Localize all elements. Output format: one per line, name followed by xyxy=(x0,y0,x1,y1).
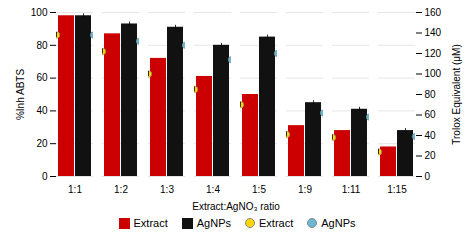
svg-text:1:11: 1:11 xyxy=(342,184,361,195)
svg-text:120: 120 xyxy=(425,48,442,59)
svg-text:140: 140 xyxy=(425,27,442,38)
html-text:AgNPs: AgNPs xyxy=(196,217,231,229)
svg-text:100: 100 xyxy=(425,68,442,79)
svg-text:1:3: 1:3 xyxy=(160,184,174,195)
html-text:AgNPs: AgNPs xyxy=(321,217,356,229)
svg-text:Extract:AgNO₃ ratio: Extract:AgNO₃ ratio xyxy=(192,201,280,212)
svg-text:80: 80 xyxy=(425,89,437,100)
svg-text:40: 40 xyxy=(36,105,48,116)
svg-text:Trolox Equivalent (μM): Trolox Equivalent (μM) xyxy=(451,44,462,144)
svg-text:%Inh ABTS: %Inh ABTS xyxy=(15,69,26,120)
svg-text:60: 60 xyxy=(36,72,48,83)
svg-text:1:1: 1:1 xyxy=(68,184,82,195)
svg-text:0: 0 xyxy=(42,171,48,182)
html-text:Extract: Extract xyxy=(259,217,294,229)
svg-text:60: 60 xyxy=(425,109,437,120)
svg-text:1:9: 1:9 xyxy=(298,184,312,195)
svg-text:160: 160 xyxy=(425,7,442,18)
svg-text:0: 0 xyxy=(425,171,431,182)
html-text:Extract: Extract xyxy=(133,217,168,229)
svg-text:40: 40 xyxy=(425,130,437,141)
svg-text:1:4: 1:4 xyxy=(206,184,220,195)
svg-text:20: 20 xyxy=(425,150,437,161)
svg-text:20: 20 xyxy=(36,138,48,149)
svg-text:80: 80 xyxy=(36,40,48,51)
svg-text:1:2: 1:2 xyxy=(114,184,128,195)
svg-text:100: 100 xyxy=(31,7,48,18)
svg-text:1:5: 1:5 xyxy=(252,184,266,195)
svg-text:1:15: 1:15 xyxy=(387,184,407,195)
